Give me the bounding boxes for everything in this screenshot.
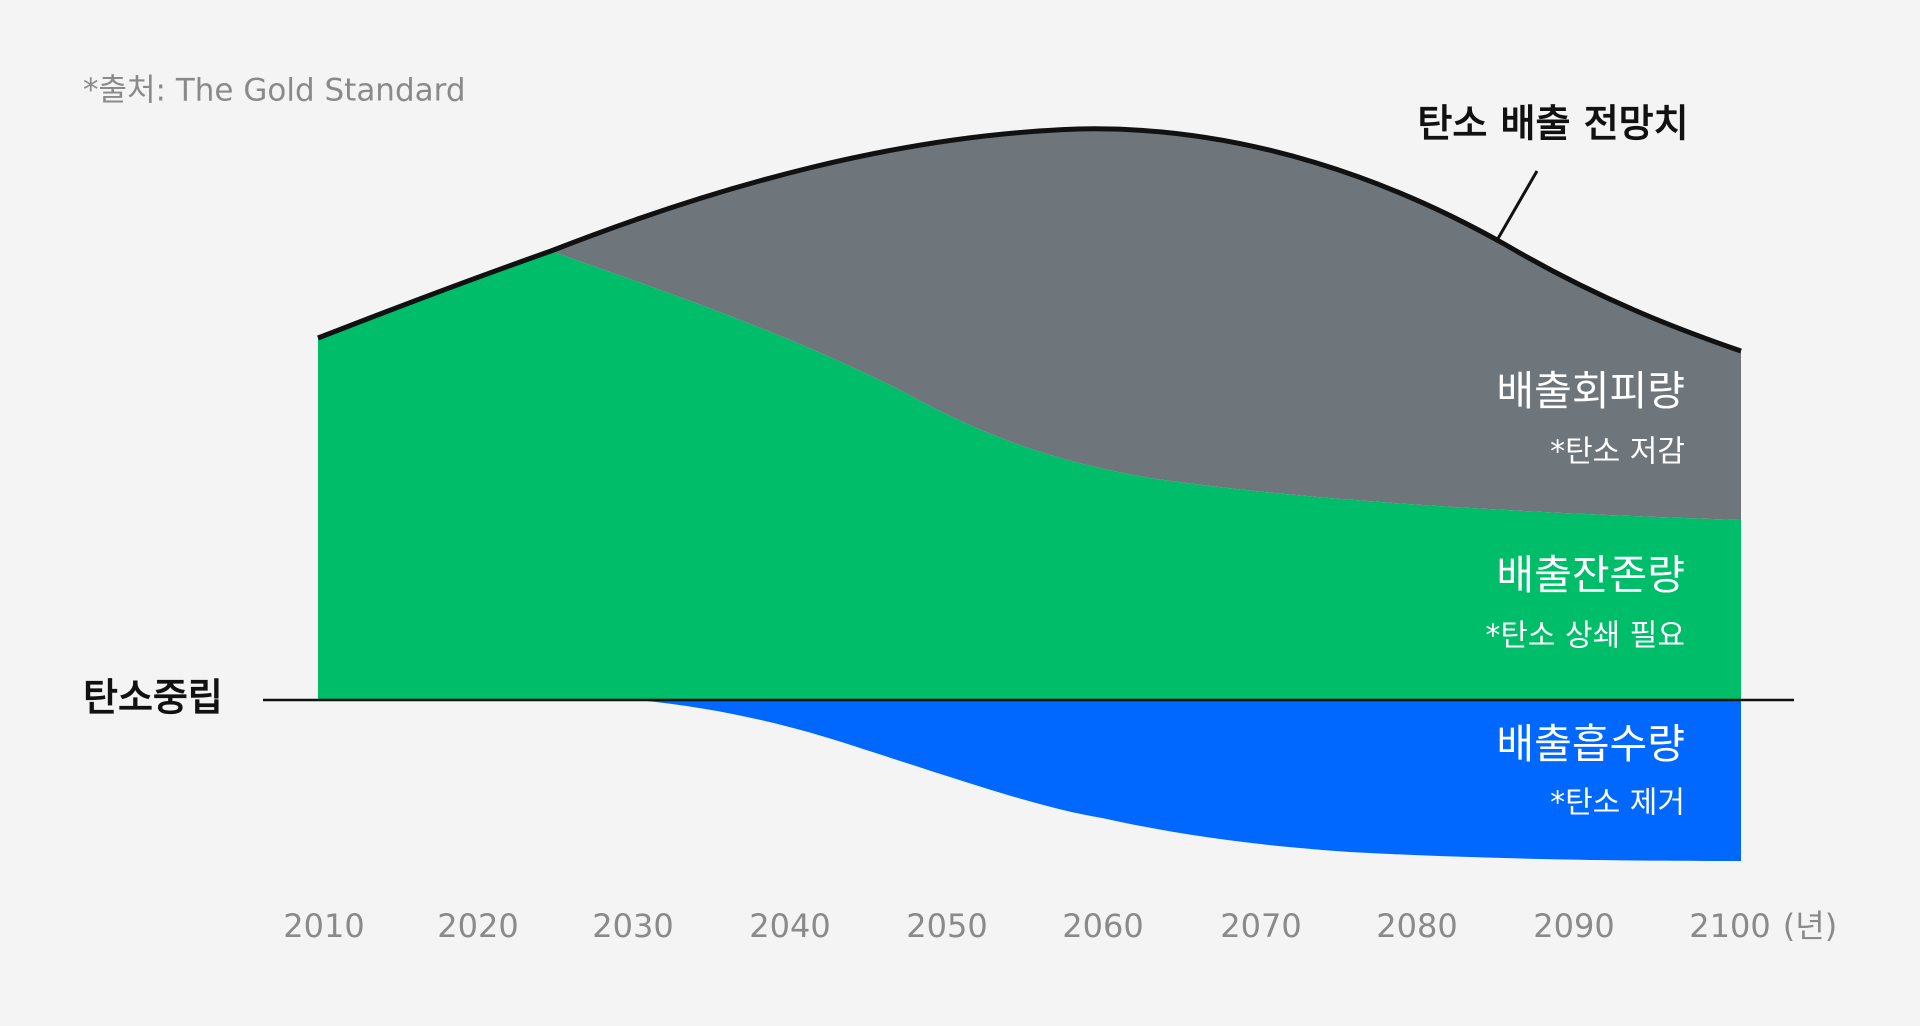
x-tick-label: 2090 [1533,907,1614,945]
avoided-area [551,128,1741,521]
area-note: *탄소 저감 [1550,435,1685,470]
source: *출처: The Gold Standard [83,73,466,109]
x-tick-label: 2010 [283,907,364,945]
net-zero-label: 탄소중립 [83,676,223,720]
x-axis-unit: (년) [1783,907,1837,945]
area-title: 배출잔존량 [1496,551,1685,599]
x-tick-label: 2100 [1689,907,1770,945]
area-title: 배출흡수량 [1496,720,1685,768]
projection-line [317,126,1742,354]
x-tick-label: 2020 [437,907,518,945]
x-tick-label: 2040 [749,907,830,945]
area-note: *탄소 제거 [1550,786,1685,821]
residual-area [318,251,1741,700]
x-tick-label: 2030 [592,907,673,945]
projection-label: 탄소 배출 전망치 [1417,102,1688,146]
area-title: 배출회피량 [1496,367,1685,415]
removal-area [637,700,1741,861]
leader-line [1494,170,1539,243]
area-note: *탄소 상쇄 필요 [1485,619,1685,654]
x-axis: 2010 2020 2030 2040 2050 2060 2070 2080 2090 2100 [283,907,1770,945]
x-tick-label: 2060 [1062,907,1143,945]
x-tick-label: 2070 [1220,907,1301,945]
x-tick-label: 2080 [1376,907,1457,945]
x-tick-label: 2050 [906,907,987,945]
